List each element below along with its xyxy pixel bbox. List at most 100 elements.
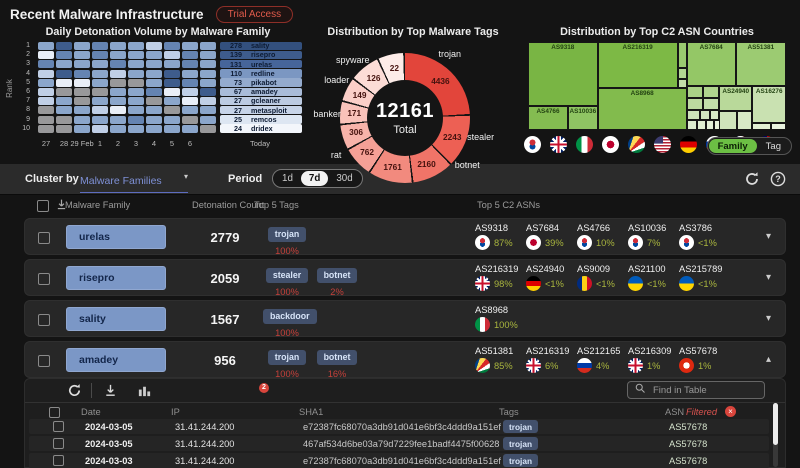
heatmap-cell[interactable] (56, 78, 72, 87)
period-option-30d[interactable]: 30d (336, 173, 353, 184)
malware-family-row[interactable]: amadey 956 trojan 100% botnet 16% AS51381 85% AS… (24, 341, 786, 379)
treemap-cell[interactable] (677, 42, 687, 69)
heatmap-cell[interactable] (200, 78, 216, 87)
heatmap-cell[interactable] (56, 106, 72, 115)
heatmap-today-box[interactable]: 139 risepro (220, 50, 302, 59)
heatmap-cell[interactable] (128, 88, 144, 96)
row-checkbox[interactable] (38, 355, 50, 367)
heatmap-cell[interactable] (74, 69, 90, 78)
heatmap-cell[interactable] (92, 60, 108, 69)
heatmap-cell[interactable] (164, 106, 180, 115)
treemap-cell[interactable]: AS8968 (597, 87, 687, 130)
treemap-cell[interactable]: AS9318 (528, 42, 598, 107)
heatmap-cell[interactable] (200, 115, 216, 124)
heatmap-cell[interactable] (110, 69, 126, 78)
heatmap-cell[interactable] (128, 124, 144, 133)
heatmap-cell[interactable] (164, 88, 180, 96)
heatmap-cell[interactable] (200, 124, 216, 133)
chevron-up-icon[interactable]: ▴ (765, 354, 771, 365)
row-checkbox[interactable] (53, 455, 64, 466)
scrollbar[interactable] (773, 403, 778, 467)
heatmap-today-box[interactable]: 110 redline (220, 69, 302, 78)
heatmap-cell[interactable] (74, 78, 90, 87)
heatmap-cell[interactable] (182, 60, 198, 69)
heatmap-cell[interactable] (38, 97, 54, 106)
family-name-button[interactable]: amadey (66, 348, 166, 372)
treemap-cell[interactable] (686, 109, 700, 121)
treemap-cell[interactable] (736, 110, 753, 130)
heatmap-cell[interactable] (200, 69, 216, 78)
heatmap-cell[interactable] (182, 78, 198, 87)
row-checkbox[interactable] (53, 421, 64, 432)
row-checkbox[interactable] (38, 273, 50, 285)
treemap-cell[interactable]: AS7684 (686, 42, 736, 86)
treemap-cell[interactable] (677, 68, 687, 79)
heatmap-cell[interactable] (164, 124, 180, 133)
heatmap-cell[interactable] (110, 51, 126, 60)
heatmap-cell[interactable] (92, 69, 108, 78)
heatmap-cell[interactable] (110, 106, 126, 115)
heatmap-cell[interactable] (74, 106, 90, 115)
heatmap-cell[interactable] (128, 115, 144, 124)
treemap-cell[interactable] (699, 109, 710, 121)
treemap-cell[interactable] (718, 110, 737, 130)
heatmap-today-box[interactable]: 67 amadey (220, 87, 302, 96)
heatmap-cell[interactable] (74, 60, 90, 69)
heatmap-cell[interactable] (146, 97, 162, 106)
treemap-cell[interactable] (706, 120, 714, 130)
heatmap-cell[interactable] (164, 60, 180, 69)
heatmap-cell[interactable] (74, 42, 90, 50)
chevron-down-icon[interactable]: ▾ (765, 313, 771, 324)
heatmap-cell[interactable] (92, 97, 108, 106)
download-icon[interactable] (103, 383, 118, 398)
heatmap-cell[interactable] (146, 115, 162, 124)
heatmap-cell[interactable] (128, 69, 144, 78)
heatmap-cell[interactable] (200, 60, 216, 69)
heatmap-cell[interactable] (110, 78, 126, 87)
heatmap-cell[interactable] (146, 88, 162, 96)
heatmap-cell[interactable] (74, 115, 90, 124)
heatmap-cell[interactable] (128, 78, 144, 87)
treemap-cell[interactable]: AS24940 (718, 86, 753, 111)
heatmap-cell[interactable] (182, 88, 198, 96)
heatmap-cell[interactable] (146, 106, 162, 115)
heatmap-cell[interactable] (74, 124, 90, 133)
help-icon[interactable]: ? (770, 171, 786, 187)
heatmap-cell[interactable] (92, 78, 108, 87)
heatmap-today-box[interactable]: 27 metasploit (220, 106, 302, 115)
heatmap-cell[interactable] (164, 69, 180, 78)
heatmap-cell[interactable] (38, 69, 54, 78)
treemap-cell[interactable]: AS16276 (752, 86, 786, 123)
heatmap-cell[interactable] (92, 88, 108, 96)
clear-filter-icon[interactable]: × (725, 406, 736, 417)
trial-access-badge[interactable]: Trial Access (215, 6, 294, 23)
heatmap-cell[interactable] (38, 42, 54, 50)
heatmap-cell[interactable] (128, 42, 144, 50)
heatmap-cell[interactable] (164, 78, 180, 87)
heatmap-cell[interactable] (182, 69, 198, 78)
heatmap-cell[interactable] (110, 115, 126, 124)
heatmap-cell[interactable] (146, 124, 162, 133)
heatmap-cell[interactable] (56, 124, 72, 133)
heatmap-cell[interactable] (128, 60, 144, 69)
subtable-row[interactable]: 2024-03-03 31.41.244.200 e72387fc68070a3db… (29, 453, 769, 468)
heatmap-cell[interactable] (164, 42, 180, 50)
heatmap-cell[interactable] (110, 42, 126, 50)
heatmap-cell[interactable] (92, 124, 108, 133)
heatmap-cell[interactable] (56, 69, 72, 78)
subtable-row[interactable]: 2024-03-05 31.41.244.200 e72387fc68070a3db… (29, 419, 769, 434)
row-checkbox[interactable] (53, 438, 64, 449)
treemap-cell[interactable] (696, 120, 706, 130)
heatmap-cell[interactable] (110, 124, 126, 133)
heatmap-cell[interactable] (38, 78, 54, 87)
treemap-cell[interactable]: AS51381 (735, 42, 786, 86)
heatmap-cell[interactable] (146, 60, 162, 69)
search-input[interactable] (651, 383, 755, 397)
heatmap-cell[interactable] (146, 51, 162, 60)
row-checkbox[interactable] (38, 314, 50, 326)
heatmap-cell[interactable] (38, 106, 54, 115)
heatmap-today-box[interactable]: 278 sality (220, 41, 302, 50)
treemap-cell[interactable] (709, 109, 719, 121)
columns-filter-icon[interactable]: 2 (137, 383, 269, 398)
heatmap-cell[interactable] (200, 51, 216, 60)
